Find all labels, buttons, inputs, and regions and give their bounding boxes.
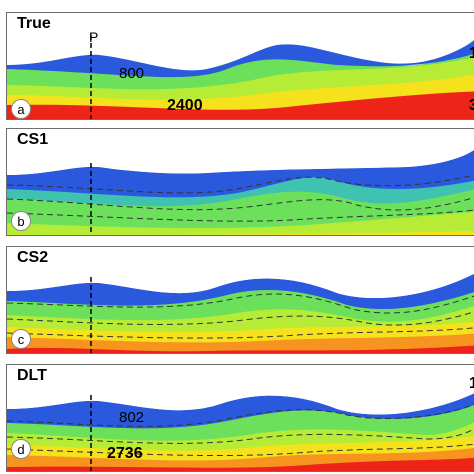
- marker-label: P: [89, 29, 99, 45]
- edge-label-lower: 3: [469, 97, 474, 115]
- velocity-label-upper: 800: [119, 65, 145, 82]
- edge-label-upper: 1: [469, 45, 474, 63]
- panel-dlt: DLT 802 2736 1 d: [6, 364, 474, 472]
- velocity-label-lower: 2400: [167, 97, 203, 114]
- layer-yellow: [7, 72, 474, 110]
- panel-title: CS2: [17, 249, 49, 266]
- panel-title: CS1: [17, 131, 49, 148]
- velocity-label-upper: 802: [119, 409, 145, 426]
- panel-cs1: CS1 b: [6, 128, 474, 236]
- layer-blue: [7, 13, 474, 72]
- velocity-model-cs2: [7, 247, 474, 353]
- layer-blue-fill: [7, 40, 474, 78]
- panel-letter: c: [11, 329, 31, 349]
- layer-red: [7, 89, 474, 119]
- velocity-model-true: [7, 13, 474, 119]
- panel-letter: d: [11, 439, 31, 459]
- panel-letter: b: [11, 211, 31, 231]
- velocity-model-cs1: [7, 129, 474, 235]
- panel-title: DLT: [17, 367, 47, 384]
- panel-cs2: CS2 c: [6, 246, 474, 354]
- panel-letter: a: [11, 99, 31, 119]
- panel-title: True: [17, 15, 51, 32]
- edge-label-upper: 1: [469, 375, 474, 393]
- velocity-model-dlt: [7, 365, 474, 471]
- velocity-label-lower: 2736: [107, 445, 143, 462]
- panel-true: True P 800 2400 1 3 a: [6, 12, 474, 120]
